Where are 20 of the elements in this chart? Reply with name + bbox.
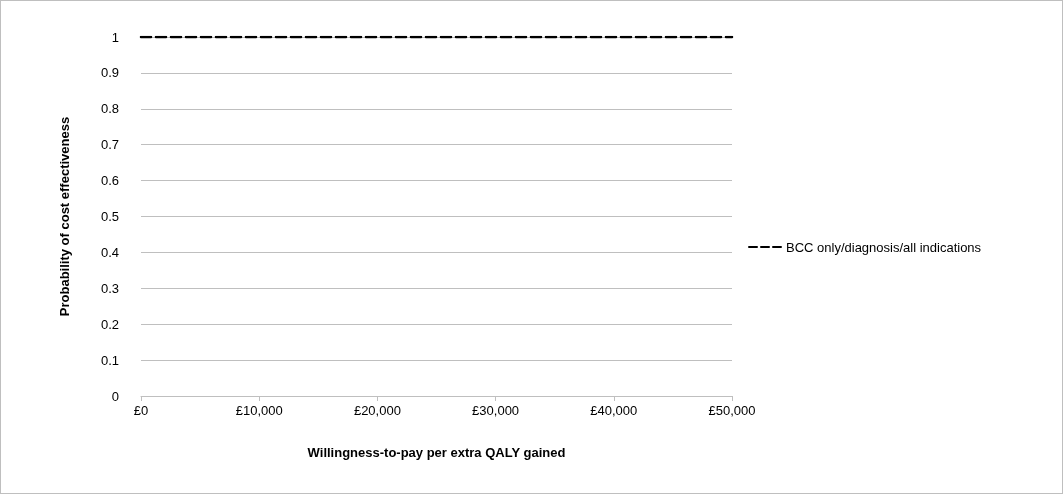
- legend-label: BCC only/diagnosis/all indications: [786, 239, 982, 255]
- y-tick-label: 1: [111, 29, 119, 45]
- x-tick-label: £10,000: [235, 403, 283, 418]
- x-axis-title: Willingness-to-pay per extra QALY gained: [307, 445, 566, 460]
- y-tick-label: 0.9: [100, 65, 119, 81]
- y-tick-label: 0.7: [100, 137, 119, 153]
- y-tick-label: 0.2: [100, 316, 119, 332]
- y-axis-title: Probability of cost effectiveness: [57, 116, 72, 317]
- y-tick-label: 0.6: [100, 173, 119, 189]
- y-tick-label: 0.4: [100, 244, 119, 260]
- x-tick-label: £30,000: [472, 403, 520, 418]
- x-tick-label: £0: [133, 403, 149, 418]
- y-tick-label: 0.1: [100, 352, 119, 368]
- x-tick-label: £20,000: [353, 403, 401, 418]
- y-tick-label: 0.3: [100, 280, 119, 296]
- x-tick-label: £50,000: [708, 403, 756, 418]
- y-tick-label: 0: [111, 388, 119, 404]
- x-tick-label: £40,000: [590, 403, 638, 418]
- y-tick-label: 0.5: [100, 209, 119, 224]
- y-tick-label: 0.8: [100, 101, 119, 117]
